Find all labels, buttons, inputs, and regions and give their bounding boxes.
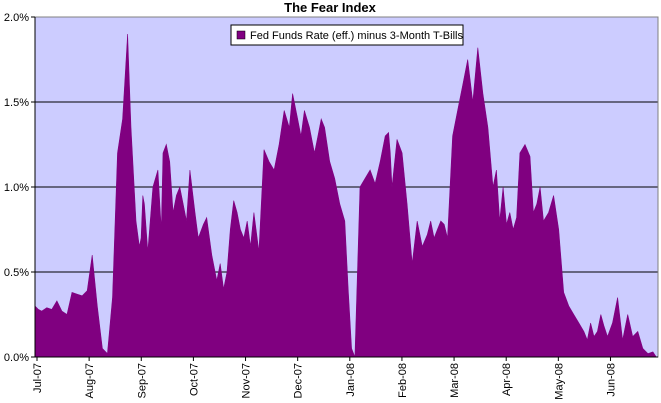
x-tick-label-4: Nov-07 (241, 363, 253, 398)
legend: Fed Funds Rate (eff.) minus 3-Month T-Bi… (230, 24, 464, 46)
y-tick-label-2: 1.0% (4, 182, 29, 194)
y-tick-label-0: 0.0% (4, 352, 29, 364)
chart-title: The Fear Index (284, 0, 377, 15)
x-tick-label-9: Apr-08 (501, 363, 513, 396)
x-tick-label-2: Sep-07 (136, 363, 148, 398)
x-tick-label-3: Oct-07 (188, 363, 200, 396)
y-tick-label-4: 2.0% (4, 12, 29, 24)
legend-swatch (236, 30, 246, 40)
legend-box (230, 24, 464, 46)
y-tick-label-1: 0.5% (4, 267, 29, 279)
x-tick-label-1: Aug-07 (84, 363, 96, 398)
x-tick-label-0: Jul-07 (32, 363, 44, 393)
x-tick-label-11: Jun-08 (605, 363, 617, 397)
x-tick-label-6: Jan-08 (345, 363, 357, 397)
y-tick-label-3: 1.5% (4, 97, 29, 109)
x-tick-label-5: Dec-07 (293, 363, 305, 398)
x-tick-label-8: Mar-08 (449, 363, 461, 398)
legend-label: Fed Funds Rate (eff.) minus 3-Month T-Bi… (250, 30, 463, 42)
x-tick-label-7: Feb-08 (397, 363, 409, 398)
series-area (34, 33, 658, 358)
x-tick-label-10: May-08 (553, 363, 565, 400)
plot-area: 0.0% 0.5% 1.0% 1.5% 2.0% Jul-07 Aug-07 Sep-07 Oc… (4, 12, 659, 400)
